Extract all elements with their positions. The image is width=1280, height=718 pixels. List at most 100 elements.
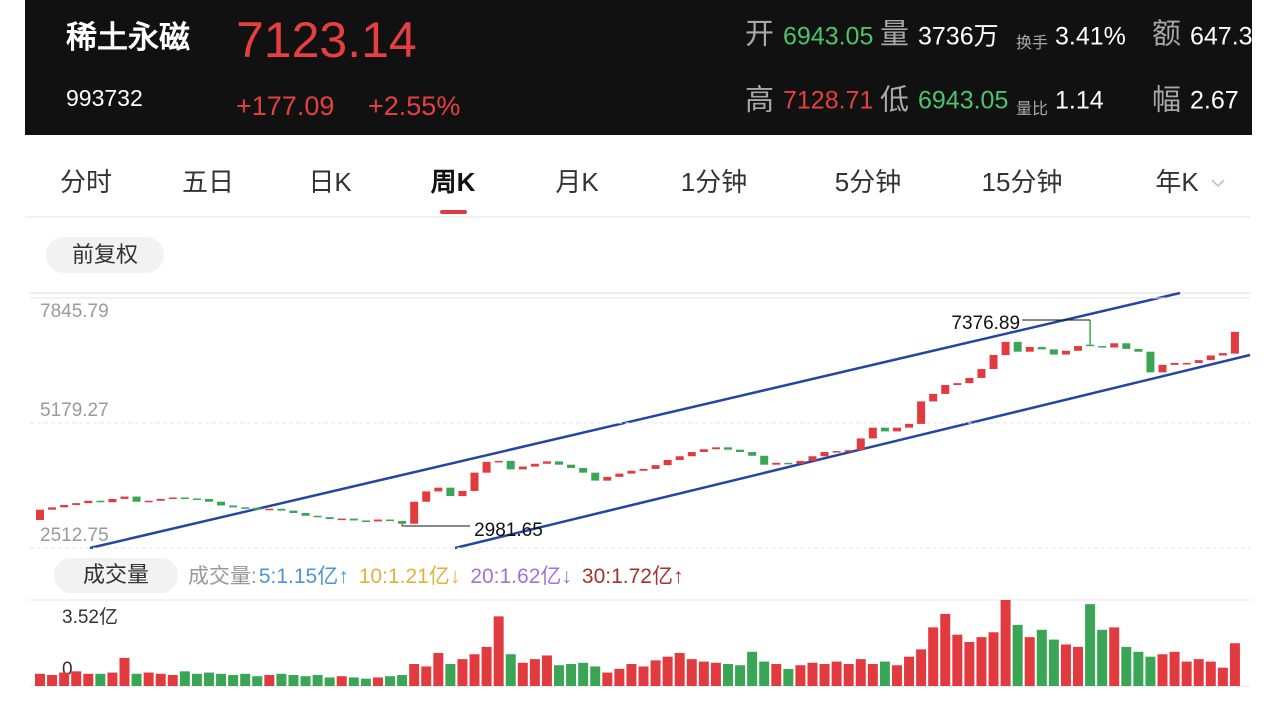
candle-body: [1194, 360, 1203, 363]
tab[interactable]: 年K: [1155, 167, 1199, 197]
candle-body: [180, 497, 189, 500]
volume-bar: [481, 646, 492, 686]
volume-bar: [759, 661, 770, 686]
volume-bar: [1181, 661, 1192, 686]
candle-body: [555, 461, 564, 465]
candle-body: [1146, 351, 1155, 373]
volume-bar: [819, 664, 830, 686]
volume-title[interactable]: 成交量: [83, 562, 149, 587]
candle-body: [868, 427, 877, 439]
candle-body: [711, 447, 720, 450]
candle-body: [639, 468, 648, 471]
candle-body: [458, 490, 467, 497]
stat-value: 647.3: [1190, 23, 1253, 51]
stat-label: 低: [880, 84, 909, 117]
volume-bar: [1157, 654, 1168, 686]
volume-bar: [626, 664, 637, 686]
candle-body: [1110, 343, 1119, 348]
stat-value: 7128.71: [783, 87, 873, 115]
right-edge: [1252, 0, 1280, 718]
candle-body: [518, 466, 527, 470]
volume-bar: [795, 665, 806, 686]
volume-bar: [590, 666, 601, 686]
volume-bar: [445, 664, 456, 686]
tab[interactable]: 分时: [60, 167, 112, 197]
candle-body: [856, 438, 865, 451]
candle-body: [1013, 341, 1022, 352]
tab[interactable]: 5分钟: [835, 167, 901, 197]
candle-body: [663, 459, 672, 466]
candle-body: [675, 456, 684, 460]
candle-body: [361, 520, 370, 522]
volume-bar: [397, 675, 408, 686]
stat-label: 量: [880, 19, 909, 51]
candle-body: [482, 461, 491, 473]
candle-body: [422, 491, 431, 502]
volume-bar: [1193, 659, 1204, 686]
volume-pill[interactable]: [54, 558, 178, 593]
candle-body: [651, 465, 660, 469]
volume-bar: [1036, 629, 1047, 686]
candle-body: [168, 497, 177, 500]
candle-body: [253, 507, 262, 510]
stat-value: 3.41%: [1055, 23, 1126, 51]
candle-body: [905, 423, 914, 428]
candle-body: [373, 519, 382, 522]
annotation-label: 2981.65: [474, 520, 543, 541]
active-tab-indicator: [440, 210, 467, 214]
volume-bar: [1073, 646, 1084, 686]
candle-body: [229, 505, 238, 508]
volume-bar: [240, 673, 251, 686]
candle-body: [84, 500, 93, 504]
y-tick-label: 5179.27: [40, 400, 109, 421]
volume-bar: [529, 659, 540, 686]
tab[interactable]: 五日: [182, 167, 234, 197]
y-tick-label: 7845.79: [40, 301, 109, 322]
volume-bar: [1229, 643, 1240, 686]
candle-body: [120, 496, 129, 499]
candle-body: [699, 449, 708, 453]
candle-body: [1025, 347, 1034, 352]
volume-bar: [252, 676, 263, 686]
volume-bar: [783, 668, 794, 686]
tab[interactable]: 月K: [555, 167, 599, 197]
candle-body: [1206, 355, 1215, 361]
tab[interactable]: 1分钟: [681, 167, 747, 197]
volume-bar: [710, 662, 721, 686]
volume-bar: [107, 672, 118, 686]
adjust-pill[interactable]: [46, 237, 164, 273]
volume-bar: [59, 672, 70, 686]
candle-body: [277, 508, 286, 511]
legend-entry: 5:1.15亿↑: [259, 565, 349, 588]
volume-bar: [433, 653, 444, 686]
volume-bar: [83, 673, 94, 686]
y-tick-label: 0: [62, 659, 73, 680]
stock-price: 7123.14: [236, 12, 417, 68]
tab[interactable]: 日K: [308, 167, 352, 197]
candle-body: [48, 507, 57, 510]
candle-body: [36, 509, 44, 521]
volume-bar: [372, 677, 383, 686]
tab[interactable]: 周K: [431, 167, 476, 197]
candle-body: [1158, 364, 1167, 373]
candle-body: [892, 427, 901, 432]
candle-body: [542, 461, 551, 464]
candle-body: [217, 501, 226, 506]
candle-body: [603, 476, 612, 481]
legend-label: 成交量:: [188, 565, 257, 588]
adjust-label[interactable]: 前复权: [72, 242, 138, 267]
candle-body: [265, 508, 274, 511]
volume-bar: [976, 637, 987, 686]
volume-bar: [1133, 651, 1144, 686]
candle-body: [337, 518, 346, 521]
tab[interactable]: 15分钟: [982, 167, 1063, 197]
volume-bar: [288, 675, 299, 686]
candle-body: [96, 500, 105, 503]
volume-bar: [1048, 639, 1059, 686]
candle-body: [917, 401, 926, 424]
volume-bar: [119, 657, 130, 686]
volume-bar: [336, 676, 347, 686]
volume-bar: [155, 673, 166, 686]
